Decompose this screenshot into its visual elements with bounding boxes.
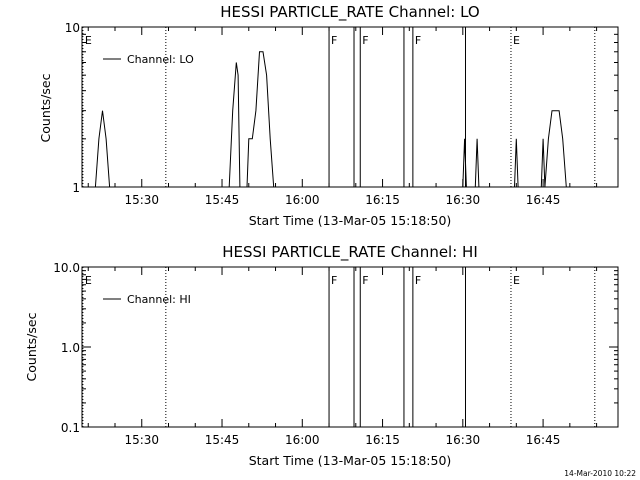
legend-label: Channel: LO <box>127 53 194 66</box>
y-axis-label: Counts/sec <box>38 73 53 142</box>
x-axis-label: Start Time (13-Mar-05 15:18:50) <box>249 213 452 228</box>
x-tick-label: 15:30 <box>124 433 159 447</box>
legend-label: Channel: HI <box>127 293 191 306</box>
event-marker-label: F <box>415 274 421 287</box>
chart-hi: HESSI PARTICLE_RATE Channel: HI Start Ti… <box>24 243 619 468</box>
footer-timestamp: 14-Mar-2010 10:22 <box>564 469 636 478</box>
plot-frame <box>81 266 619 428</box>
y-tick-label: 10 <box>65 21 80 35</box>
x-tick-label: 16:45 <box>526 433 561 447</box>
event-marker-label: F <box>331 274 337 287</box>
x-tick-label: 16:00 <box>285 433 320 447</box>
x-tick-label: 15:45 <box>205 433 240 447</box>
event-marker-label: E <box>513 274 520 287</box>
x-tick-label: 16:45 <box>526 193 561 207</box>
x-tick-label: 16:15 <box>365 433 400 447</box>
chart-lo: HESSI PARTICLE_RATE Channel: LO Start Ti… <box>38 3 619 228</box>
event-marker-label: E <box>513 34 520 47</box>
x-tick-label: 16:30 <box>446 433 481 447</box>
x-tick-label: 15:45 <box>205 193 240 207</box>
series-line <box>94 51 567 188</box>
event-marker-label: F <box>362 34 368 47</box>
y-tick-label: 10.0 <box>53 261 80 275</box>
event-marker-label: F <box>331 34 337 47</box>
x-tick-label: 16:00 <box>285 193 320 207</box>
x-tick-label: 15:30 <box>124 193 159 207</box>
event-marker-label: F <box>415 34 421 47</box>
x-axis-label: Start Time (13-Mar-05 15:18:50) <box>249 453 452 468</box>
plot-frame <box>81 26 619 188</box>
chart-title: HESSI PARTICLE_RATE Channel: HI <box>222 243 478 262</box>
event-marker-label: F <box>362 274 368 287</box>
event-marker-label: E <box>85 274 92 287</box>
chart-title: HESSI PARTICLE_RATE Channel: LO <box>220 3 479 22</box>
y-tick-label: 0.1 <box>61 421 80 435</box>
x-tick-label: 16:30 <box>446 193 481 207</box>
y-axis-label: Counts/sec <box>24 312 39 381</box>
y-tick-label: 1 <box>72 181 80 195</box>
x-tick-label: 16:15 <box>365 193 400 207</box>
y-tick-label: 1.0 <box>61 341 80 355</box>
event-marker-label: E <box>85 34 92 47</box>
